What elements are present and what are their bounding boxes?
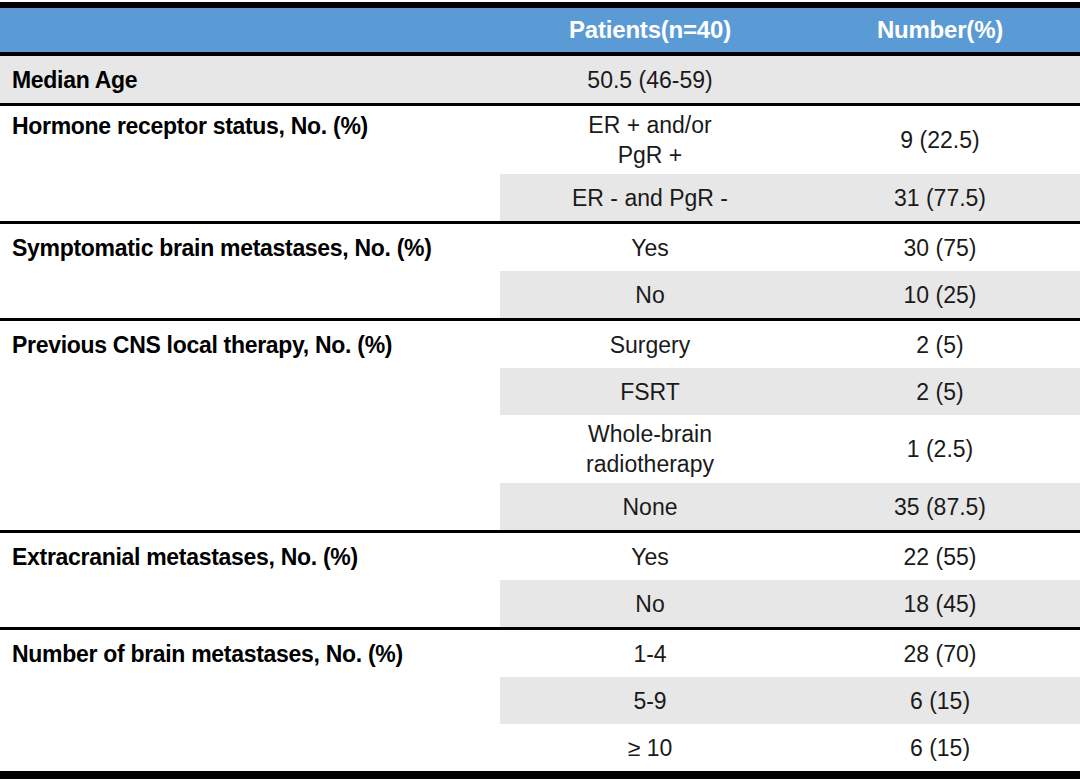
patients-value: No <box>500 271 800 318</box>
table-group: Symptomatic brain metastases, No. (%)Yes… <box>0 224 1080 321</box>
row-label: Median Age <box>0 56 500 103</box>
table-bottom-rule <box>0 771 1080 779</box>
table-row: 50.5 (46-59) <box>500 56 1080 103</box>
patients-value: No <box>500 580 800 627</box>
patients-value: Whole-brain radiotherapy <box>500 415 800 483</box>
table-row: ER + and/or PgR +9 (22.5) <box>500 106 1080 174</box>
group-rows: 50.5 (46-59) <box>500 56 1080 103</box>
row-label: Extracranial metastases, No. (%) <box>0 533 500 627</box>
patients-value: Yes <box>500 533 800 580</box>
number-percent-value: 35 (87.5) <box>800 483 1080 530</box>
table-group: Extracranial metastases, No. (%)Yes22 (5… <box>0 533 1080 630</box>
number-percent-value: 18 (45) <box>800 580 1080 627</box>
patients-value: Surgery <box>500 321 800 368</box>
patients-value: ER + and/or PgR + <box>500 106 800 174</box>
row-label: Symptomatic brain metastases, No. (%) <box>0 224 500 318</box>
table-row: None35 (87.5) <box>500 483 1080 530</box>
table-row: 1-428 (70) <box>500 630 1080 677</box>
table-group: Hormone receptor status, No. (%)ER + and… <box>0 106 1080 224</box>
patients-value: None <box>500 483 800 530</box>
patients-table: Patients(n=40) Number(%) Median Age50.5 … <box>0 0 1080 781</box>
table-row: Surgery2 (5) <box>500 321 1080 368</box>
patients-value: ≥ 10 <box>500 724 800 771</box>
number-percent-value: 6 (15) <box>800 724 1080 771</box>
row-label: Previous CNS local therapy, No. (%) <box>0 321 500 530</box>
table-row: No10 (25) <box>500 271 1080 318</box>
patients-value: 50.5 (46-59) <box>500 56 800 103</box>
table-group: Median Age50.5 (46-59) <box>0 56 1080 106</box>
group-rows: ER + and/or PgR +9 (22.5)ER - and PgR -3… <box>500 106 1080 221</box>
table-row: Whole-brain radiotherapy1 (2.5) <box>500 415 1080 483</box>
number-percent-value: 10 (25) <box>800 271 1080 318</box>
col-header-number: Number(%) <box>800 16 1080 44</box>
number-percent-value: 2 (5) <box>800 321 1080 368</box>
row-label: Number of brain metastases, No. (%) <box>0 630 500 771</box>
table-row: Yes30 (75) <box>500 224 1080 271</box>
patients-value: 1-4 <box>500 630 800 677</box>
number-percent-value <box>800 56 1080 103</box>
table-row: No18 (45) <box>500 580 1080 627</box>
col-header-patients: Patients(n=40) <box>500 16 800 44</box>
patients-value: ER - and PgR - <box>500 174 800 221</box>
patients-value: FSRT <box>500 368 800 415</box>
table-group: Number of brain metastases, No. (%)1-428… <box>0 630 1080 771</box>
table-row: Yes22 (55) <box>500 533 1080 580</box>
group-rows: 1-428 (70)5-96 (15)≥ 106 (15) <box>500 630 1080 771</box>
group-rows: Surgery2 (5)FSRT2 (5)Whole-brain radioth… <box>500 321 1080 530</box>
table-header-row: Patients(n=40) Number(%) <box>0 8 1080 56</box>
number-percent-value: 1 (2.5) <box>800 415 1080 483</box>
number-percent-value: 2 (5) <box>800 368 1080 415</box>
table-row: FSRT2 (5) <box>500 368 1080 415</box>
group-rows: Yes30 (75)No10 (25) <box>500 224 1080 318</box>
number-percent-value: 28 (70) <box>800 630 1080 677</box>
group-rows: Yes22 (55)No18 (45) <box>500 533 1080 627</box>
number-percent-value: 31 (77.5) <box>800 174 1080 221</box>
number-percent-value: 9 (22.5) <box>800 106 1080 174</box>
patients-value: 5-9 <box>500 677 800 724</box>
number-percent-value: 30 (75) <box>800 224 1080 271</box>
patients-value: Yes <box>500 224 800 271</box>
table-row: 5-96 (15) <box>500 677 1080 724</box>
number-percent-value: 6 (15) <box>800 677 1080 724</box>
row-label: Hormone receptor status, No. (%) <box>0 106 500 221</box>
number-percent-value: 22 (55) <box>800 533 1080 580</box>
table-group: Previous CNS local therapy, No. (%)Surge… <box>0 321 1080 533</box>
table-body: Median Age50.5 (46-59)Hormone receptor s… <box>0 56 1080 771</box>
table-row: ER - and PgR -31 (77.5) <box>500 174 1080 221</box>
table-row: ≥ 106 (15) <box>500 724 1080 771</box>
